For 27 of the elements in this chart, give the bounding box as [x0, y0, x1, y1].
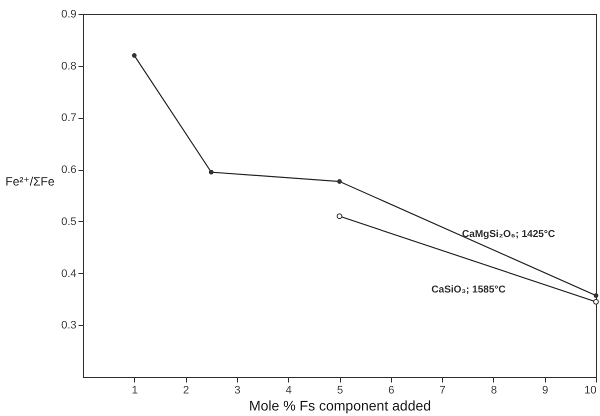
x-tick-label: 8 [490, 384, 497, 396]
x-tick-label: 3 [234, 384, 240, 396]
y-tick-label: 0.6 [61, 164, 76, 176]
x-tick-label: 1 [132, 384, 138, 396]
x-axis-title: Mole % Fs component added [248, 398, 432, 414]
point [593, 298, 599, 305]
x-tick-label: 6 [388, 384, 394, 396]
y-axis-title: Fe²⁺/ΣFe [5, 174, 55, 188]
y-tick-label: 0.7 [61, 112, 76, 124]
y-tick-label: 0.5 [61, 216, 76, 228]
x-tick-label: 2 [183, 384, 190, 396]
y-tick-label: 0.8 [61, 60, 76, 72]
x-tick-label: 10 [584, 384, 596, 396]
point [594, 293, 598, 298]
x-tick-label: 9 [542, 384, 548, 396]
y-tick-label: 0.3 [61, 320, 76, 332]
x-tick-label: 4 [286, 384, 292, 396]
y-tick-label: 0.4 [61, 268, 76, 280]
x-tick-label: 7 [440, 384, 446, 396]
point [337, 179, 342, 184]
point [208, 170, 214, 175]
series-label: CaSiO₃; 1585°C [431, 284, 506, 296]
series-label: CaMgSi₂O₆; 1425°C [462, 229, 556, 240]
point [336, 213, 342, 220]
point [132, 53, 137, 58]
x-tick-label: 5 [336, 384, 344, 396]
y-tick-label: 0.9 [61, 8, 76, 20]
